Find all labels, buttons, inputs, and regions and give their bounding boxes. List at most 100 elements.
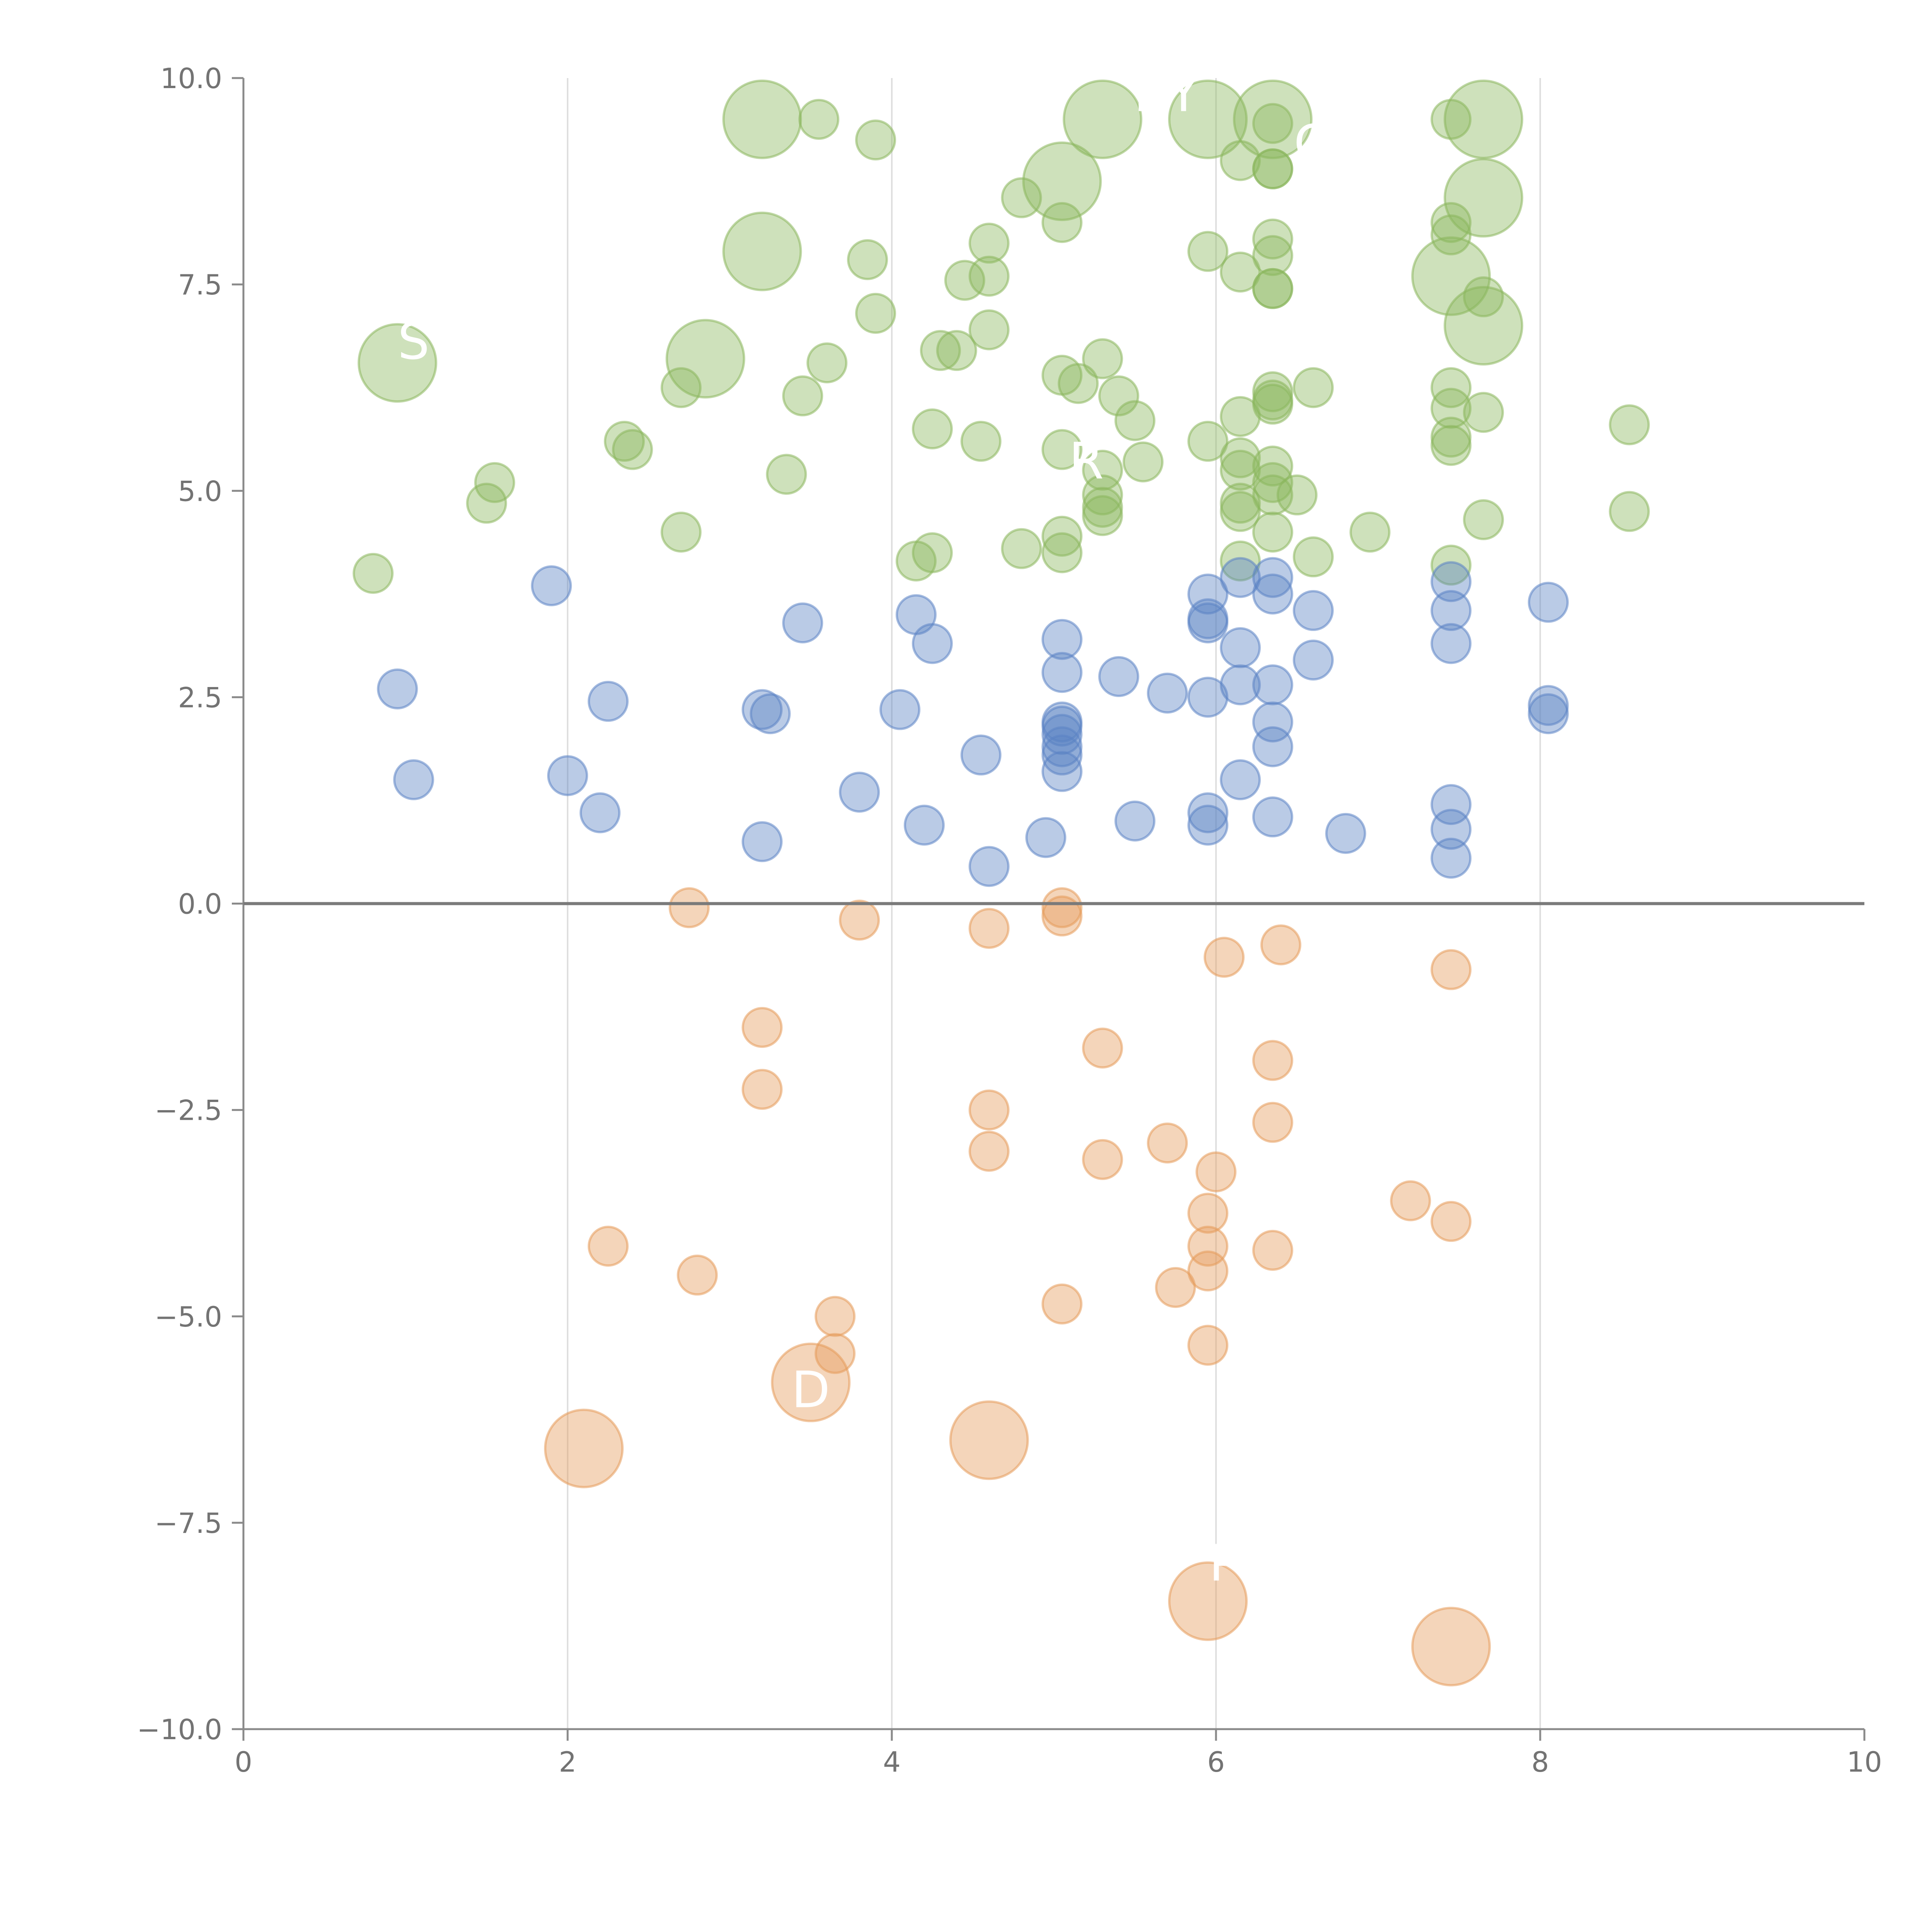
point-green-65 — [1219, 449, 1261, 491]
point-green-16 — [1430, 202, 1472, 243]
point-green-57 — [604, 421, 645, 462]
point-orange-20 — [1430, 1201, 1472, 1242]
point-green-63 — [1122, 441, 1164, 483]
point-green-68 — [766, 454, 807, 495]
point-green-42 — [660, 367, 702, 408]
point-blue-34 — [1041, 714, 1083, 755]
point-green-58 — [960, 421, 1002, 462]
point-blue-53 — [1025, 817, 1066, 858]
point-green-32 — [1444, 286, 1524, 366]
point-blue-42 — [1219, 759, 1261, 801]
x-tick-label-4: 8 — [1531, 1746, 1549, 1778]
point-green-80 — [1463, 499, 1504, 541]
point-green-59 — [1187, 421, 1229, 462]
point-green-17 — [1430, 214, 1472, 255]
point-blue-12 — [782, 602, 823, 644]
point-green-47 — [1098, 375, 1139, 417]
point-orange-10 — [1252, 1040, 1293, 1081]
point-orange-32 — [544, 1408, 624, 1488]
point-blue-13 — [912, 623, 953, 664]
point-green-25 — [1411, 236, 1491, 316]
point-blue-48 — [1114, 800, 1156, 842]
point-green-61 — [1041, 429, 1083, 470]
point-label-4: R — [1069, 432, 1104, 490]
point-green-83 — [1349, 512, 1391, 553]
point-green-2 — [855, 119, 896, 161]
point-blue-19 — [1098, 656, 1139, 697]
point-green-86 — [1041, 532, 1083, 573]
y-axis-ticks: −10.0 −7.5 −5.0 −2.5 0.0 2.5 5.0 7.5 10.0 — [137, 62, 243, 1746]
x-tick-label-1: 2 — [559, 1746, 577, 1778]
point-orange-28 — [815, 1296, 856, 1337]
point-blue-54 — [742, 821, 783, 862]
point-blue-11 — [1187, 602, 1229, 644]
point-green-0 — [722, 79, 802, 159]
point-orange-11 — [742, 1069, 783, 1110]
point-green-46 — [782, 375, 823, 417]
point-green-70 — [1252, 462, 1293, 503]
point-green-38 — [806, 342, 848, 384]
point-blue-24 — [1187, 677, 1229, 718]
point-blue-46 — [579, 792, 621, 833]
point-green-8 — [1444, 79, 1524, 159]
point-green-33 — [968, 309, 1010, 350]
point-orange-25 — [677, 1254, 718, 1296]
point-orange-17 — [1196, 1151, 1236, 1192]
point-blue-47 — [1252, 796, 1293, 838]
point-green-37 — [665, 319, 745, 399]
point-blue-0 — [531, 565, 572, 606]
point-green-4 — [1168, 79, 1248, 159]
point-blue-50 — [903, 804, 945, 846]
point-green-36 — [357, 323, 437, 403]
point-blue-37 — [960, 734, 1002, 776]
point-green-20 — [722, 211, 802, 291]
point-orange-31 — [771, 1342, 851, 1422]
point-green-27 — [968, 255, 1010, 297]
point-blue-27 — [1527, 693, 1569, 735]
point-blue-23 — [1147, 672, 1188, 714]
y-tick-label-5: 2.5 — [178, 681, 222, 714]
point-green-66 — [1252, 446, 1293, 487]
point-orange-21 — [1187, 1226, 1229, 1267]
point-green-34 — [920, 330, 961, 371]
point-orange-26 — [1155, 1267, 1196, 1308]
point-green-74 — [466, 483, 507, 524]
point-label-3: S — [398, 312, 430, 371]
point-blue-29 — [750, 693, 791, 735]
point-orange-4 — [968, 908, 1010, 949]
point-blue-39 — [1041, 751, 1083, 792]
point-green-84 — [1041, 515, 1083, 557]
point-blue-5 — [1252, 573, 1293, 615]
x-tick-label-5: 10 — [1847, 1746, 1882, 1778]
point-orange-23 — [1252, 1230, 1293, 1271]
y-tick-label-1: −7.5 — [155, 1507, 222, 1539]
point-blue-56 — [968, 846, 1010, 887]
point-green-24 — [1219, 252, 1261, 293]
point-blue-4 — [1187, 573, 1229, 615]
point-green-11 — [1252, 148, 1293, 190]
point-blue-7 — [1293, 590, 1334, 631]
axes — [242, 78, 1864, 1730]
point-orange-24 — [1187, 1250, 1229, 1292]
point-label-1: Y — [1168, 64, 1199, 123]
point-orange-5 — [1260, 924, 1301, 966]
point-green-78 — [1082, 495, 1123, 536]
point-green-39 — [1082, 338, 1123, 379]
point-green-73 — [1276, 474, 1318, 515]
point-blue-41 — [393, 759, 434, 801]
point-blue-25 — [587, 681, 629, 722]
point-green-6 — [1252, 103, 1293, 144]
point-blue-40 — [547, 755, 588, 796]
point-green-54 — [1609, 404, 1650, 446]
point-orange-27 — [1041, 1283, 1083, 1325]
point-green-31 — [855, 293, 896, 334]
point-green-1 — [798, 99, 840, 140]
x-tick-label-0: 0 — [235, 1746, 252, 1778]
point-orange-15 — [968, 1131, 1010, 1172]
y-tick-label-2: −5.0 — [155, 1301, 222, 1333]
point-blue-2 — [1219, 557, 1261, 598]
point-green-64 — [1219, 437, 1261, 478]
point-green-29 — [1252, 268, 1293, 309]
point-green-23 — [1252, 235, 1293, 276]
point-green-89 — [1219, 540, 1261, 582]
